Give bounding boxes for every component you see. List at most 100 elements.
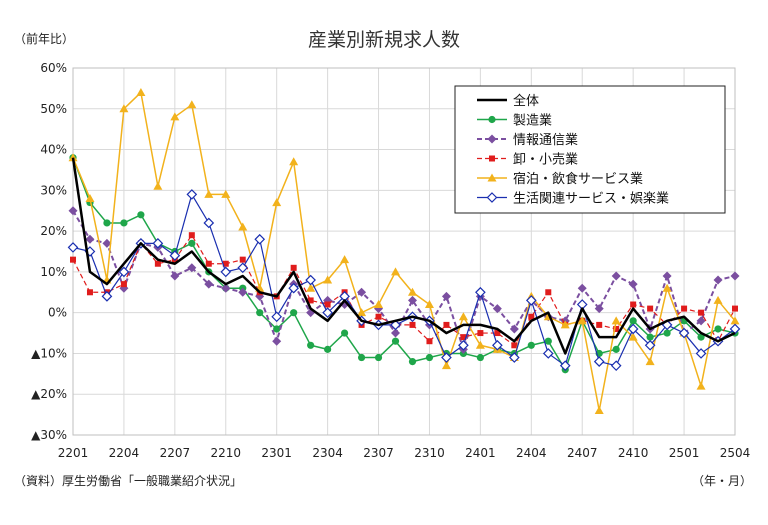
data-point [391, 337, 400, 345]
data-point [424, 300, 434, 309]
data-point [409, 321, 416, 328]
data-point [391, 267, 401, 276]
data-point [596, 321, 603, 328]
legend-marker [488, 115, 496, 124]
data-point [307, 341, 315, 349]
legend-box [454, 85, 726, 214]
data-point [340, 329, 349, 337]
data-point [357, 308, 367, 317]
series-line [72, 91, 736, 412]
data-point [458, 312, 468, 321]
data-point [203, 217, 215, 229]
data-point [153, 181, 163, 190]
x-tick-label: 2210 [210, 446, 241, 460]
data-point [594, 406, 604, 415]
data-point [662, 283, 672, 292]
legend-label: 全体 [513, 93, 539, 109]
data-point [273, 325, 281, 333]
data-point [492, 339, 503, 351]
data-point [696, 381, 706, 390]
data-point [645, 357, 655, 366]
data-point [375, 313, 382, 320]
data-point [306, 283, 316, 292]
data-point [509, 324, 519, 334]
data-point [374, 353, 383, 362]
data-point [170, 112, 180, 121]
data-point [647, 305, 654, 312]
legend-marker [487, 134, 497, 144]
series-6 [67, 189, 741, 372]
x-tick-label: 2201 [58, 446, 89, 460]
x-tick-label: 2307 [363, 446, 394, 460]
legend-marker [486, 192, 498, 203]
data-point [237, 262, 249, 274]
data-point [426, 338, 433, 345]
data-point [475, 286, 486, 298]
legend-item: 全体 [477, 93, 539, 109]
y-tick-label: 0% [48, 306, 67, 320]
y-tick-label: ▲20% [31, 387, 67, 401]
data-point [441, 352, 452, 363]
data-point [186, 189, 198, 200]
data-point [577, 283, 587, 293]
x-tick-label: 2204 [109, 446, 140, 460]
legend-item: 生活関連サービス・娯楽業 [477, 191, 669, 207]
x-tick-label: 2401 [465, 446, 496, 460]
data-point [238, 222, 248, 231]
series-group [67, 87, 741, 415]
legend-label: 宿泊・飲食サービス業 [513, 171, 643, 187]
data-point [628, 332, 638, 341]
data-point [611, 316, 621, 325]
data-point [323, 275, 333, 284]
x-tick-label: 2404 [516, 446, 547, 460]
series-line [72, 234, 736, 346]
data-point [289, 157, 299, 166]
data-point [696, 316, 706, 326]
data-point [324, 301, 331, 308]
y-tick-label: 30% [40, 183, 67, 197]
x-tick-label: 2410 [618, 446, 649, 460]
data-point [476, 353, 484, 362]
data-point [697, 333, 705, 341]
data-point [204, 189, 214, 198]
series-line [71, 157, 736, 355]
data-point [577, 316, 587, 325]
data-point [374, 300, 384, 309]
data-point [408, 358, 417, 366]
data-point [272, 198, 282, 207]
data-point [508, 352, 520, 363]
series-line [72, 210, 736, 351]
data-point [307, 297, 314, 304]
legend-item: 宿泊・飲食サービス業 [477, 171, 643, 187]
data-point [169, 250, 181, 261]
data-point [610, 360, 622, 372]
y-axis-unit-label: （前年比） [14, 31, 74, 46]
x-tick-label: 2207 [160, 446, 191, 460]
data-point [441, 361, 451, 370]
data-point [475, 340, 485, 349]
data-point [542, 348, 554, 359]
data-point [67, 242, 79, 253]
data-point [611, 271, 621, 281]
data-point [187, 100, 197, 109]
data-point [407, 295, 417, 305]
data-point [544, 337, 552, 345]
data-point [136, 87, 146, 96]
legend-item: 製造業 [477, 113, 552, 129]
series-3 [68, 206, 740, 354]
data-point [678, 327, 690, 339]
y-tick-label: ▲30% [31, 428, 67, 442]
data-point [695, 348, 707, 359]
data-point [527, 341, 535, 349]
data-point [628, 279, 638, 289]
data-point [68, 206, 78, 216]
data-point [120, 219, 128, 227]
data-point [152, 237, 164, 249]
data-point [698, 309, 705, 316]
legend-label: 生活関連サービス・娯楽業 [513, 191, 669, 207]
data-point [221, 189, 231, 198]
data-point [238, 287, 248, 297]
data-point [390, 319, 401, 331]
legend-label: 情報通信業 [513, 132, 578, 148]
